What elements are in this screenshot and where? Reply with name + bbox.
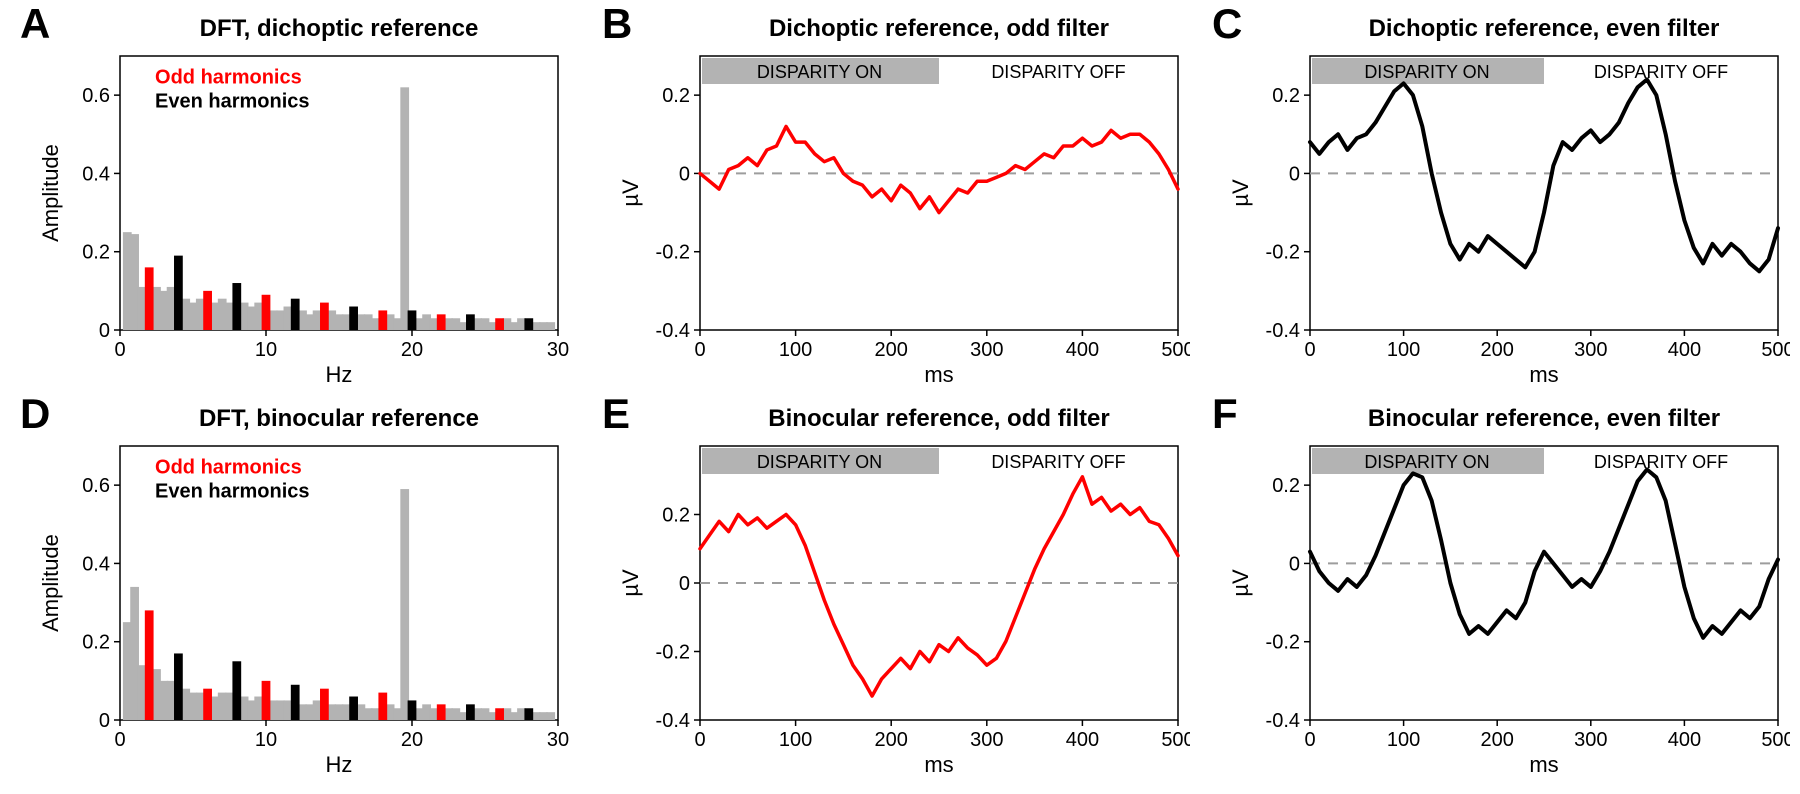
svg-text:Odd harmonics: Odd harmonics: [155, 66, 302, 88]
panel-c-dichoptic-even: Dichoptic reference, even filter 0 100 200 3…: [1220, 10, 1790, 390]
svg-text:-0.4: -0.4: [1266, 710, 1300, 732]
svg-text:0: 0: [1289, 553, 1300, 575]
svg-text:ms: ms: [1529, 362, 1558, 387]
svg-text:-0.2: -0.2: [656, 642, 690, 664]
svg-text:200: 200: [875, 729, 908, 751]
svg-text:Even harmonics: Even harmonics: [155, 90, 310, 112]
svg-text:100: 100: [779, 729, 812, 751]
svg-text:DISPARITY OFF: DISPARITY OFF: [991, 62, 1125, 82]
svg-text:500: 500: [1161, 339, 1190, 361]
svg-text:20: 20: [401, 729, 423, 751]
svg-text:0.6: 0.6: [82, 85, 110, 107]
svg-text:-0.4: -0.4: [1266, 320, 1300, 342]
svg-text:300: 300: [1574, 729, 1607, 751]
svg-text:0.2: 0.2: [1272, 85, 1300, 107]
svg-text:DISPARITY ON: DISPARITY ON: [757, 62, 882, 82]
svg-text:200: 200: [1481, 339, 1514, 361]
svg-text:0: 0: [99, 320, 110, 342]
svg-text:10: 10: [255, 729, 277, 751]
panel-e-binocular-odd: Binocular reference, odd filter 0 100 200 30…: [610, 400, 1190, 780]
svg-text:100: 100: [1387, 339, 1420, 361]
svg-text:30: 30: [547, 339, 569, 361]
svg-text:0: 0: [99, 710, 110, 732]
svg-text:500: 500: [1761, 729, 1790, 751]
svg-text:Binocular reference, odd filte: Binocular reference, odd filter: [768, 405, 1109, 432]
svg-text:0: 0: [1289, 163, 1300, 185]
svg-text:µV: µV: [618, 569, 643, 597]
svg-text:300: 300: [970, 339, 1003, 361]
svg-text:0.2: 0.2: [662, 505, 690, 527]
svg-text:DISPARITY OFF: DISPARITY OFF: [1594, 452, 1728, 472]
svg-text:200: 200: [1481, 729, 1514, 751]
svg-text:0.2: 0.2: [1272, 475, 1300, 497]
svg-text:500: 500: [1161, 729, 1190, 751]
svg-text:400: 400: [1668, 729, 1701, 751]
svg-text:400: 400: [1668, 339, 1701, 361]
svg-text:0: 0: [114, 729, 125, 751]
panel-d-dft-binocular: DFT, binocular reference 0 10 20 30 0 0.2 0.4 0.…: [30, 400, 570, 780]
svg-text:DFT, dichoptic reference: DFT, dichoptic reference: [200, 15, 479, 42]
panel-b-dichoptic-odd: Dichoptic reference, odd filter 0 100 200 30…: [610, 10, 1190, 390]
svg-text:Hz: Hz: [326, 362, 353, 387]
svg-text:ms: ms: [924, 362, 953, 387]
svg-text:0.4: 0.4: [82, 553, 110, 575]
svg-text:DISPARITY OFF: DISPARITY OFF: [991, 452, 1125, 472]
svg-text:-0.4: -0.4: [656, 710, 690, 732]
svg-text:20: 20: [401, 339, 423, 361]
svg-text:0: 0: [1304, 729, 1315, 751]
svg-text:0.2: 0.2: [82, 632, 110, 654]
svg-text:Binocular reference, even filt: Binocular reference, even filter: [1368, 405, 1720, 432]
svg-text:400: 400: [1066, 729, 1099, 751]
svg-text:0.2: 0.2: [82, 242, 110, 264]
svg-text:0: 0: [679, 573, 690, 595]
svg-text:0: 0: [114, 339, 125, 361]
svg-text:500: 500: [1761, 339, 1790, 361]
svg-text:ms: ms: [924, 752, 953, 777]
svg-text:Odd harmonics: Odd harmonics: [155, 456, 302, 478]
svg-text:DISPARITY ON: DISPARITY ON: [757, 452, 882, 472]
svg-text:300: 300: [970, 729, 1003, 751]
svg-text:Hz: Hz: [326, 752, 353, 777]
svg-text:0.4: 0.4: [82, 163, 110, 185]
svg-text:DISPARITY OFF: DISPARITY OFF: [1594, 62, 1728, 82]
svg-text:-0.2: -0.2: [1266, 242, 1300, 264]
panel-a-dft-dichoptic: DFT, dichoptic reference 0 10 20 30 0 0.2 0.4 0.…: [30, 10, 570, 390]
svg-text:µV: µV: [618, 179, 643, 207]
figure: A B C D E F DFT, dichoptic reference0102…: [0, 0, 1800, 794]
svg-text:0.2: 0.2: [662, 85, 690, 107]
svg-text:DFT, binocular reference: DFT, binocular reference: [199, 405, 479, 432]
svg-text:300: 300: [1574, 339, 1607, 361]
svg-text:µV: µV: [1228, 179, 1253, 207]
svg-text:-0.2: -0.2: [1266, 632, 1300, 654]
svg-text:0: 0: [679, 163, 690, 185]
svg-text:Dichoptic reference, odd filte: Dichoptic reference, odd filter: [769, 15, 1109, 42]
svg-text:10: 10: [255, 339, 277, 361]
svg-text:DISPARITY ON: DISPARITY ON: [1364, 62, 1489, 82]
svg-text:30: 30: [547, 729, 569, 751]
svg-text:DISPARITY ON: DISPARITY ON: [1364, 452, 1489, 472]
svg-text:400: 400: [1066, 339, 1099, 361]
svg-text:0: 0: [694, 339, 705, 361]
svg-text:0: 0: [1304, 339, 1315, 361]
svg-text:0.6: 0.6: [82, 475, 110, 497]
svg-text:ms: ms: [1529, 752, 1558, 777]
svg-text:Dichoptic reference, even filt: Dichoptic reference, even filter: [1369, 15, 1720, 42]
svg-text:200: 200: [875, 339, 908, 361]
svg-text:-0.2: -0.2: [656, 242, 690, 264]
svg-text:100: 100: [1387, 729, 1420, 751]
svg-text:0: 0: [694, 729, 705, 751]
svg-text:Amplitude: Amplitude: [38, 534, 63, 632]
svg-text:100: 100: [779, 339, 812, 361]
svg-text:Amplitude: Amplitude: [38, 144, 63, 242]
svg-text:µV: µV: [1228, 569, 1253, 597]
svg-text:-0.4: -0.4: [656, 320, 690, 342]
svg-text:Even harmonics: Even harmonics: [155, 480, 310, 502]
panel-f-binocular-even: Binocular reference, even filter 0 100 200 3…: [1220, 400, 1790, 780]
